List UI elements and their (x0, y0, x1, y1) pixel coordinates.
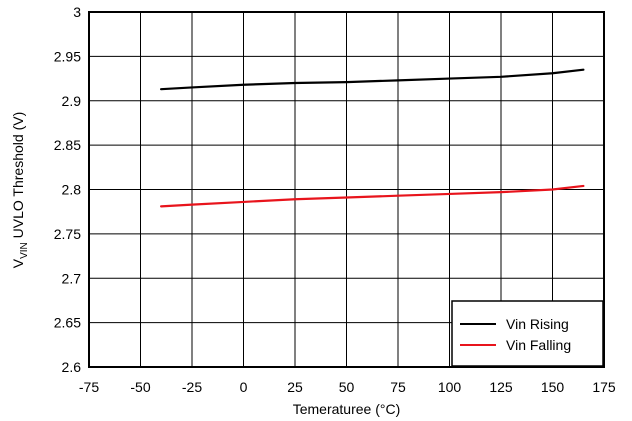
x-tick-label: -75 (79, 379, 99, 395)
y-tick-labels: 2.6 2.65 2.7 2.75 2.8 2.85 2.9 2.95 3 (54, 4, 81, 375)
series-line-vin-falling (160, 184, 585, 208)
x-tick-label: -25 (182, 379, 202, 395)
x-tick-label: 25 (287, 379, 303, 395)
y-tick-label: 2.75 (54, 226, 81, 242)
y-tick-label: 2.7 (62, 270, 82, 286)
y-axis-label-rest: UVLO Threshold (V) (10, 112, 26, 242)
y-axis-label-main: V (10, 258, 26, 268)
y-tick-label: 2.6 (62, 359, 82, 375)
legend-label-vin-rising: Vin Rising (506, 316, 569, 332)
x-tick-label: 175 (592, 379, 616, 395)
legend: Vin Rising Vin Falling (451, 300, 604, 367)
y-tick-label: 2.9 (62, 93, 82, 109)
x-tick-label: 75 (390, 379, 406, 395)
x-tick-label: 150 (541, 379, 565, 395)
legend-label-vin-falling: Vin Falling (506, 337, 571, 353)
series-line-vin-rising (160, 68, 585, 91)
x-tick-label: 125 (489, 379, 513, 395)
y-tick-label: 2.85 (54, 137, 81, 153)
y-axis-label-subscript: VIN (19, 242, 30, 259)
y-axis-label: VVIN UVLO Threshold (V) (10, 112, 30, 268)
series-layer (160, 68, 585, 208)
legend-box (451, 300, 604, 367)
x-tick-label: 100 (438, 379, 462, 395)
y-tick-label: 2.8 (62, 182, 82, 198)
y-tick-label: 2.95 (54, 48, 81, 64)
x-tick-label: 0 (240, 379, 248, 395)
x-tick-label: -50 (130, 379, 150, 395)
x-tick-label: 50 (339, 379, 355, 395)
plot-frame (88, 11, 605, 368)
x-axis-label: Temeraturee (°C) (293, 401, 401, 417)
y-tick-label: 3 (73, 4, 81, 20)
y-tick-label: 2.65 (54, 315, 81, 331)
x-tick-labels: -75 -50 -25 0 25 50 75 100 125 150 175 (79, 379, 616, 395)
